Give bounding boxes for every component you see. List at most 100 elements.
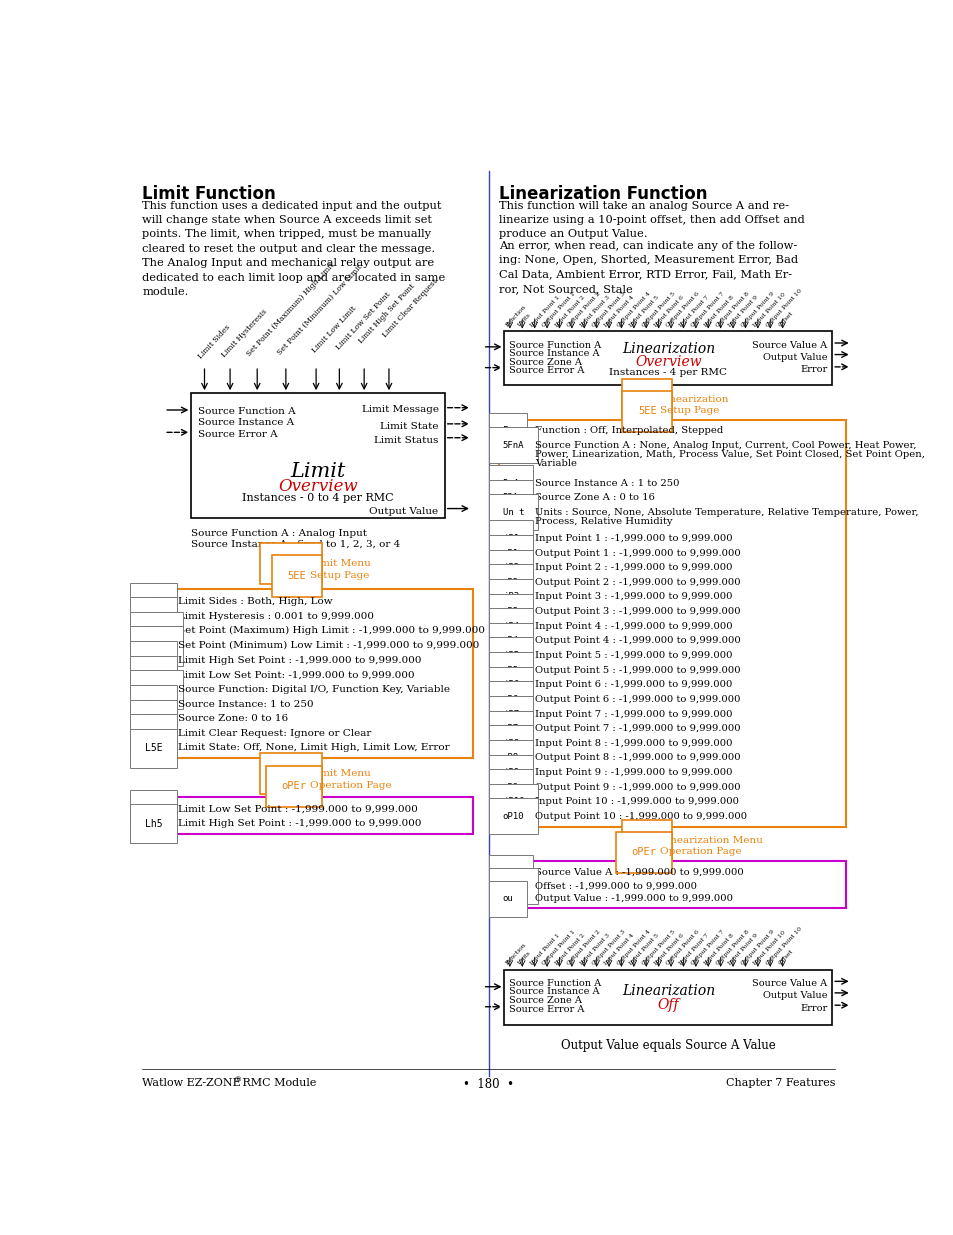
Text: Input Point 9 : -1,999.000 to 9,999.000: Input Point 9 : -1,999.000 to 9,999.000 (534, 768, 731, 777)
Text: LSd: LSd (145, 597, 162, 608)
Text: This function uses a dedicated input and the output
will change state when Sourc: This function uses a dedicated input and… (142, 200, 445, 296)
Text: 5PLh: 5PLh (145, 626, 168, 636)
Text: Lhy: Lhy (145, 611, 162, 621)
Text: Input Point 10: Input Point 10 (752, 930, 786, 966)
Text: Output Point 4: Output Point 4 (616, 929, 651, 966)
Text: Set Point (Minimum) Low Limit: Set Point (Minimum) Low Limit (275, 262, 364, 356)
Text: Units : Source, None, Absolute Temperature, Relative Temperature, Power,: Units : Source, None, Absolute Temperatu… (534, 508, 917, 516)
Text: Limit Clear Request: Limit Clear Request (380, 278, 438, 340)
Text: Output Value : -1,999.000 to 9,999.000: Output Value : -1,999.000 to 9,999.000 (534, 894, 732, 903)
Text: Input Point 4: Input Point 4 (603, 294, 635, 327)
Text: Input Point 1: Input Point 1 (529, 294, 560, 327)
Text: 5EE: 5EE (288, 571, 306, 580)
Text: Source Value A: Source Value A (752, 341, 827, 350)
Text: Source Instance A: Source Instance A (509, 350, 598, 358)
Text: Source Instance A : fixed to 1, 2, 3, or 4: Source Instance A : fixed to 1, 2, 3, or… (192, 540, 400, 550)
Text: Overview: Overview (278, 478, 357, 495)
Text: Source Error A: Source Error A (509, 366, 584, 375)
Text: Source Value A: Source Value A (752, 979, 827, 988)
Text: Input Point 7: Input Point 7 (678, 932, 709, 966)
Text: Source Instance: 1 to 250: Source Instance: 1 to 250 (178, 699, 314, 709)
Text: Limit State: Limit State (379, 422, 438, 431)
Text: Input Point 5 : -1,999.000 to 9,999.000: Input Point 5 : -1,999.000 to 9,999.000 (534, 651, 731, 659)
Text: Output Point 8: Output Point 8 (715, 290, 750, 327)
Text: Input Point 1: Input Point 1 (529, 932, 560, 966)
Text: Set Point (Minimum) Low Limit : -1,999.000 to 9,999.000: Set Point (Minimum) Low Limit : -1,999.0… (178, 641, 479, 650)
Text: iP8: iP8 (502, 739, 518, 747)
Text: 5FnA: 5FnA (502, 441, 524, 450)
Text: Un t: Un t (502, 508, 524, 516)
Text: Limit High Set Point: Limit High Set Point (357, 283, 416, 346)
Text: Output Value equals Source A Value: Output Value equals Source A Value (560, 1039, 775, 1052)
Text: Limit Menu: Limit Menu (309, 558, 370, 568)
Text: Input Point 10: Input Point 10 (752, 291, 786, 327)
Text: Set Point (Maximum) High Limit: Set Point (Maximum) High Limit (245, 261, 335, 358)
Text: oP3: oP3 (502, 608, 518, 616)
Text: L ıMı: L ıMı (274, 558, 306, 568)
Text: iP1: iP1 (502, 534, 518, 543)
Text: Input Point 6: Input Point 6 (653, 932, 684, 966)
Text: iP7: iP7 (502, 710, 518, 719)
Text: Output Point 1: Output Point 1 (541, 290, 577, 327)
Text: 5 A: 5 A (502, 478, 518, 488)
Text: oP1: oP1 (502, 548, 518, 557)
Text: Limit Sides: Limit Sides (197, 324, 233, 361)
Text: Limit Sides : Both, High, Low: Limit Sides : Both, High, Low (178, 597, 333, 606)
Text: iP10: iP10 (502, 798, 524, 806)
Text: Source Function A : Analog Input: Source Function A : Analog Input (192, 530, 367, 538)
Text: Chapter 7 Features: Chapter 7 Features (725, 1078, 835, 1088)
Text: This function will take an analog Source A and re-
linearize using a 10-point of: This function will take an analog Source… (498, 200, 804, 240)
Text: Output Point 6: Output Point 6 (665, 929, 700, 966)
Text: Input Point 4 : -1,999.000 to 9,999.000: Input Point 4 : -1,999.000 to 9,999.000 (534, 621, 732, 631)
Text: Limit Status: Limit Status (374, 436, 438, 445)
Text: Source Error A: Source Error A (197, 430, 277, 438)
Text: Output Point 3: Output Point 3 (591, 929, 626, 966)
Text: Output Point 3 : -1,999.000 to 9,999.000: Output Point 3 : -1,999.000 to 9,999.000 (534, 608, 740, 616)
Text: oP10: oP10 (502, 811, 524, 821)
Text: Instances - 4 per RMC: Instances - 4 per RMC (609, 368, 726, 378)
Text: oP4: oP4 (502, 636, 518, 646)
Text: Input Point 5: Input Point 5 (628, 932, 659, 966)
Text: oP8: oP8 (502, 753, 518, 762)
Text: Output Point 2 : -1,999.000 to 9,999.000: Output Point 2 : -1,999.000 to 9,999.000 (534, 578, 740, 587)
Text: Source Instance A : 1 to 250: Source Instance A : 1 to 250 (534, 478, 679, 488)
Text: Input Point 2 : -1,999.000 to 9,999.000: Input Point 2 : -1,999.000 to 9,999.000 (534, 563, 731, 572)
Text: Instances - 0 to 4 per RMC: Instances - 0 to 4 per RMC (242, 493, 394, 503)
Text: 5vA: 5vA (502, 868, 518, 877)
Text: Source Zone A : 0 to 16: Source Zone A : 0 to 16 (534, 493, 654, 503)
Text: 52A: 52A (502, 493, 518, 503)
Text: Output Point 4: Output Point 4 (616, 290, 651, 327)
Text: Output Point 1: Output Point 1 (541, 929, 577, 966)
Text: Linearization: Linearization (621, 983, 714, 998)
Text: Source Function A: Source Function A (509, 979, 600, 988)
Text: Units: Units (517, 312, 532, 327)
Text: Fn: Fn (502, 426, 513, 435)
Text: oP5: oP5 (502, 666, 518, 674)
Text: Input Point 3: Input Point 3 (578, 294, 610, 327)
Text: Input Point 8: Input Point 8 (702, 932, 734, 966)
Text: Source Function A : None, Analog Input, Current, Cool Power, Heat Power,: Source Function A : None, Analog Input, … (534, 441, 915, 450)
Text: Limit High Set Point : -1,999.000 to 9,999.000: Limit High Set Point : -1,999.000 to 9,9… (178, 656, 421, 664)
Text: Output Point 5 : -1,999.000 to 9,999.000: Output Point 5 : -1,999.000 to 9,999.000 (534, 666, 740, 674)
Text: Input Point 7 : -1,999.000 to 9,999.000: Input Point 7 : -1,999.000 to 9,999.000 (534, 710, 731, 719)
Text: Limit Menu: Limit Menu (309, 769, 370, 778)
Text: Error: Error (800, 366, 827, 374)
Text: Input Point 5: Input Point 5 (628, 294, 659, 327)
Text: oP9: oP9 (502, 783, 518, 792)
Text: ®: ® (233, 1076, 242, 1084)
Text: oP6: oP6 (502, 695, 518, 704)
Text: Error: Error (800, 1004, 827, 1013)
Text: Output Value: Output Value (762, 353, 827, 362)
Text: oPEr: oPEr (631, 847, 656, 857)
Text: Limit Message: Limit Message (361, 405, 438, 415)
Text: Output Point 9: Output Point 9 (740, 929, 775, 966)
Text: 5 A: 5 A (145, 699, 162, 710)
Text: Input Point 9: Input Point 9 (727, 932, 759, 966)
Text: Output Point 5: Output Point 5 (640, 929, 676, 966)
Text: Output Point 6 : -1,999.000 to 9,999.000: Output Point 6 : -1,999.000 to 9,999.000 (534, 695, 740, 704)
Text: oPEr: oPEr (281, 782, 306, 792)
Text: Output Point 7 : -1,999.000 to 9,999.000: Output Point 7 : -1,999.000 to 9,999.000 (534, 724, 740, 734)
Text: Output Point 9 : -1,999.000 to 9,999.000: Output Point 9 : -1,999.000 to 9,999.000 (534, 783, 740, 792)
Text: ou: ou (502, 894, 513, 903)
Text: Overview: Overview (635, 354, 700, 368)
